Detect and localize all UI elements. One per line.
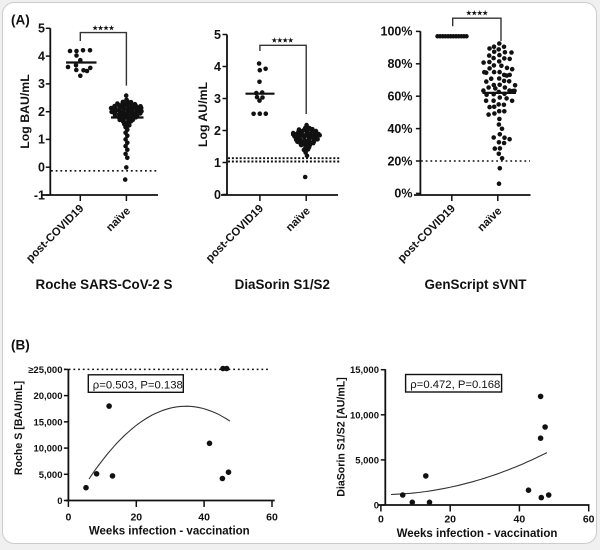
svg-text:5,000: 5,000 (355, 455, 379, 466)
svg-text:ρ=0.503, P=0.138: ρ=0.503, P=0.138 (93, 379, 183, 391)
svg-text:naïve: naïve (284, 205, 313, 234)
svg-text:3: 3 (38, 77, 45, 91)
svg-text:60: 60 (583, 514, 595, 526)
svg-text:0: 0 (378, 514, 384, 526)
svg-text:0%: 0% (394, 187, 412, 201)
svg-text:20: 20 (444, 514, 456, 526)
svg-text:40%: 40% (387, 122, 412, 136)
svg-text:1: 1 (38, 133, 45, 147)
svg-text:60: 60 (266, 511, 278, 523)
svg-text:4: 4 (38, 49, 45, 63)
svg-text:0: 0 (374, 501, 379, 512)
svg-text:15,000: 15,000 (33, 417, 62, 428)
svg-text:post-COVID19: post-COVID19 (396, 203, 458, 265)
svg-text:10,000: 10,000 (350, 410, 379, 421)
svg-text:20%: 20% (387, 154, 412, 168)
svg-text:Weeks infection - vaccination: Weeks infection - vaccination (397, 528, 558, 540)
svg-text:5: 5 (38, 22, 45, 36)
svg-text:DiaSorin S1/S2: DiaSorin S1/S2 (235, 277, 330, 292)
svg-text:naïve: naïve (104, 205, 133, 234)
svg-text:naïve: naïve (476, 205, 505, 234)
svg-text:post-COVID19: post-COVID19 (204, 203, 266, 265)
svg-text:4: 4 (214, 60, 221, 74)
svg-text:20,000: 20,000 (33, 391, 62, 402)
svg-text:0: 0 (214, 188, 221, 202)
svg-text:5: 5 (214, 28, 221, 42)
svg-text:100%: 100% (381, 25, 413, 39)
svg-text:GenScript sVNT: GenScript sVNT (425, 277, 528, 292)
svg-text:post-COVID19: post-COVID19 (24, 203, 86, 265)
svg-text:Log BAU/mL: Log BAU/mL (18, 74, 32, 149)
svg-text:20: 20 (130, 511, 142, 523)
svg-text:(A): (A) (11, 13, 30, 28)
svg-text:0: 0 (65, 511, 71, 523)
svg-text:40: 40 (198, 511, 210, 523)
svg-text:1: 1 (214, 156, 221, 170)
svg-text:Weeks infection - vaccination: Weeks infection - vaccination (89, 526, 250, 538)
svg-text:15,000: 15,000 (350, 365, 379, 376)
svg-text:80%: 80% (387, 57, 412, 71)
svg-text:Roche SARS-CoV-2 S: Roche SARS-CoV-2 S (36, 277, 173, 292)
svg-text:ρ=0.472, P=0.168: ρ=0.472, P=0.168 (410, 379, 500, 391)
svg-text:(B): (B) (11, 338, 30, 353)
svg-text:2: 2 (38, 105, 45, 119)
svg-text:3: 3 (214, 92, 221, 106)
svg-text:60%: 60% (387, 90, 412, 104)
svg-text:40: 40 (514, 514, 526, 526)
svg-text:0: 0 (38, 161, 45, 175)
svg-text:DiaSorin S1/S2 [AU/mL]: DiaSorin S1/S2 [AU/mL] (336, 377, 348, 497)
svg-text:≥25,000: ≥25,000 (28, 365, 62, 376)
svg-text:0: 0 (57, 496, 62, 507)
svg-text:10,000: 10,000 (33, 444, 62, 455)
svg-text:5,000: 5,000 (39, 470, 63, 481)
svg-text:2: 2 (214, 124, 221, 138)
svg-text:Roche S [BAU/mL]: Roche S [BAU/mL] (13, 381, 25, 475)
svg-text:Log AU/mL: Log AU/mL (196, 81, 210, 147)
svg-text:-1: -1 (34, 188, 45, 202)
